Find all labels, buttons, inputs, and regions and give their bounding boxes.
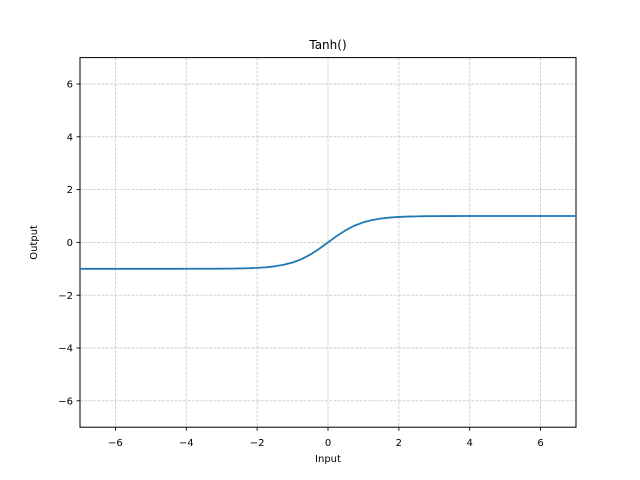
tanh-curve xyxy=(80,215,576,270)
axis-tick-labels: −6 −4 −2 0 2 4 6 −6 −4 −2 0 2 4 6 xyxy=(58,80,544,449)
y-tick-label: 4 xyxy=(67,132,73,143)
x-axis-label: Input xyxy=(315,454,341,465)
grid xyxy=(80,57,576,428)
y-tick-label: 6 xyxy=(67,80,73,91)
axes-frame xyxy=(79,57,577,428)
chart-title: Tanh() xyxy=(308,38,346,52)
y-tick-label: 2 xyxy=(67,185,73,196)
x-tick-label: −2 xyxy=(250,438,265,449)
y-tick-label: 0 xyxy=(67,238,73,249)
x-tick-label: 0 xyxy=(325,438,331,449)
x-tick-label: −6 xyxy=(108,438,123,449)
x-tick-label: −4 xyxy=(179,438,194,449)
x-tick-label: 4 xyxy=(467,438,473,449)
axis-ticks xyxy=(76,83,542,431)
x-tick-label: 2 xyxy=(396,438,402,449)
y-axis-label: Output xyxy=(29,225,40,260)
x-tick-label: 6 xyxy=(537,438,543,449)
y-tick-label: −6 xyxy=(58,396,73,407)
y-tick-label: −2 xyxy=(58,291,73,302)
y-tick-label: −4 xyxy=(58,344,73,355)
